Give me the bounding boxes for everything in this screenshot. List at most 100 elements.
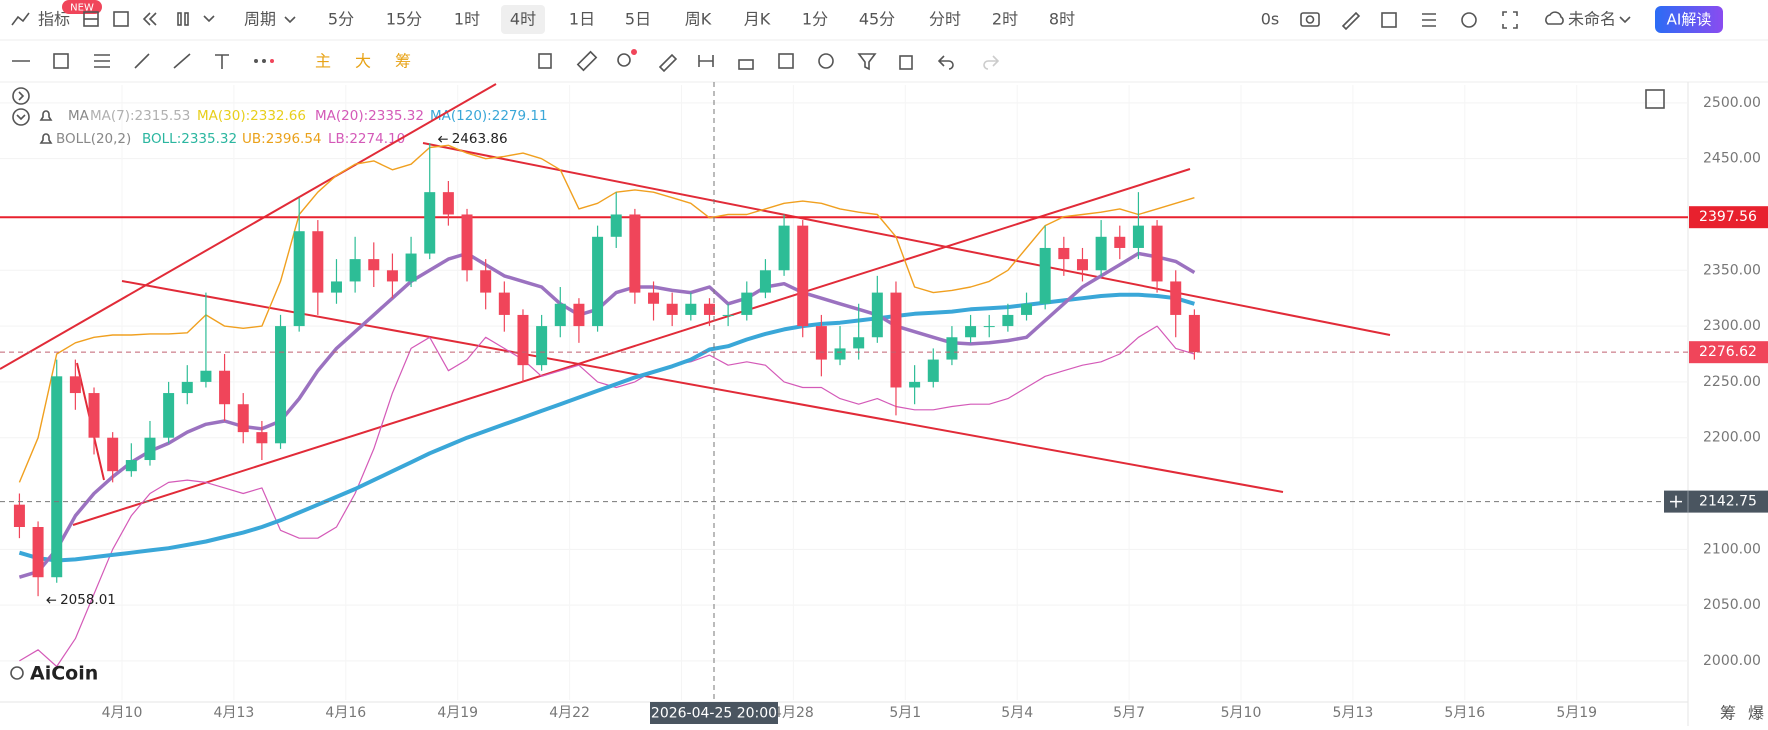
interval-button[interactable]: 15分: [386, 10, 422, 29]
period-menu[interactable]: 周期: [244, 10, 296, 29]
interval-button[interactable]: 45分: [859, 10, 895, 29]
alert-icon[interactable]: [39, 133, 53, 144]
rect-tool[interactable]: [53, 53, 69, 69]
legend-entry: LB:2274.10: [328, 131, 405, 147]
ray-tool[interactable]: [173, 53, 191, 69]
mode-group: 主大筹: [315, 52, 411, 71]
interval-button[interactable]: 5分: [328, 10, 354, 29]
mode-button[interactable]: 主: [315, 52, 331, 71]
link-tool[interactable]: [818, 53, 834, 69]
parallel-tool[interactable]: [94, 54, 110, 68]
top-toolbar: [0, 0, 1768, 40]
workspace-menu[interactable]: 未命名: [1545, 10, 1631, 29]
line-tool[interactable]: [134, 53, 150, 69]
bars-icon[interactable]: [177, 12, 182, 26]
pen-icon[interactable]: [1341, 11, 1361, 31]
candle-body: [983, 326, 995, 328]
candle-body: [1039, 247, 1051, 304]
grid-icon[interactable]: [113, 11, 129, 27]
icon: [262, 59, 266, 63]
interval-button[interactable]: 2时: [992, 10, 1018, 29]
collapse-toggle[interactable]: [12, 108, 30, 126]
x-tick-label: 5月1: [889, 705, 921, 721]
logo-mark: [10, 666, 24, 680]
candle-body: [648, 292, 660, 304]
workspace-name: 未命名: [1568, 10, 1616, 29]
interval-button[interactable]: 分时: [929, 10, 961, 29]
icon: [270, 59, 274, 63]
edit-tool[interactable]: [778, 53, 794, 69]
y-tick-label: 2350.00: [1703, 262, 1761, 278]
panel-button[interactable]: [1645, 89, 1665, 109]
icon: [631, 49, 637, 55]
interval-button[interactable]: 月K: [744, 10, 771, 29]
interval-button[interactable]: 1日: [569, 10, 595, 29]
mode-button[interactable]: 大: [355, 52, 371, 71]
candle-body: [1021, 303, 1033, 315]
legend-entry: BOLL:2335.32: [142, 131, 237, 147]
y-tick-label: 2450.00: [1703, 151, 1761, 167]
dropdown-icon[interactable]: [203, 15, 215, 23]
x-tick-label: 4月10: [102, 705, 143, 721]
rewind-icon[interactable]: [148, 12, 157, 26]
ruler-tool[interactable]: [576, 50, 598, 72]
candle-body: [685, 303, 697, 315]
camera-icon[interactable]: [1300, 12, 1320, 27]
x-tick-label: 5月13: [1333, 705, 1374, 721]
delete-tool[interactable]: [899, 55, 913, 70]
more-tool[interactable]: [254, 59, 258, 63]
interval-button[interactable]: 周K: [685, 10, 712, 29]
liquidation-tab[interactable]: 爆: [1748, 704, 1764, 723]
drawing-tools: [12, 53, 274, 69]
magnet-tool[interactable]: [698, 55, 714, 67]
candle-body: [1058, 247, 1070, 260]
icon: [11, 12, 30, 26]
chip-tab[interactable]: 筹: [1720, 704, 1736, 723]
redo-tool[interactable]: [983, 55, 1000, 70]
expand-toggle[interactable]: [12, 87, 30, 105]
indicator-line: [18, 251, 1196, 579]
extreme-label: 2463.86: [452, 131, 508, 147]
candle-body: [554, 303, 566, 327]
candle-body: [51, 376, 63, 578]
logo: AiCoin: [10, 663, 98, 685]
x-tick-label: 4月19: [437, 705, 478, 721]
icon: [184, 12, 189, 26]
candle-body: [1114, 236, 1126, 248]
legend-entry: BOLL(20,2): [56, 131, 131, 147]
indicator-button[interactable]: 指标: [11, 10, 70, 29]
interval-button[interactable]: 5日: [625, 10, 651, 29]
text-tool[interactable]: [215, 54, 229, 69]
trend-line: [422, 142, 1391, 336]
new-badge-bg: [62, 0, 102, 14]
interval-button[interactable]: 4时: [510, 10, 536, 29]
add-icon[interactable]: [1381, 12, 1397, 28]
interval-button[interactable]: 1分: [802, 10, 828, 29]
copy-tool[interactable]: [538, 53, 552, 69]
settings-icon[interactable]: [1461, 12, 1477, 28]
fullscreen-icon[interactable]: [1502, 11, 1518, 29]
crosshair-add-icon[interactable]: [1670, 495, 1682, 508]
candle-body: [703, 303, 715, 315]
undo-tool[interactable]: [937, 55, 954, 70]
tool-icons: [538, 49, 1000, 73]
list-icon[interactable]: [1422, 13, 1436, 27]
mode-button[interactable]: 筹: [395, 52, 411, 71]
zoom-tool[interactable]: [617, 53, 631, 67]
interval-button[interactable]: 8时: [1049, 10, 1075, 29]
filter-tool[interactable]: [857, 53, 877, 71]
interval-button[interactable]: 1时: [454, 10, 480, 29]
candle-body: [144, 437, 156, 461]
icon: [1545, 11, 1564, 25]
icon: [16, 114, 26, 121]
ai-button[interactable]: AI解读: [1655, 6, 1723, 33]
countdown: 0s: [1261, 10, 1280, 29]
y-tick-label: 2200.00: [1703, 430, 1761, 446]
eraser-tool[interactable]: [658, 53, 678, 73]
alert-icon[interactable]: [39, 110, 53, 121]
lock-tool[interactable]: [738, 59, 754, 70]
indicator-line: [18, 292, 1195, 563]
extreme-label: 2058.01: [60, 592, 116, 608]
